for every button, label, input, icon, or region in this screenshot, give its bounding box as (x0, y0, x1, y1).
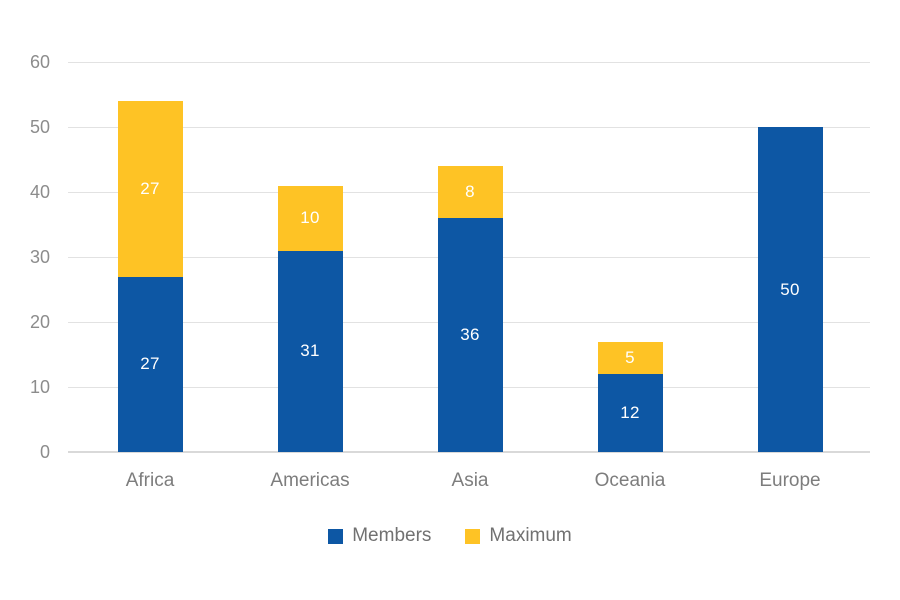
bar-segment-members-oceania[interactable]: 12 (597, 374, 663, 452)
bar-segment-maximum-africa[interactable]: 27 (117, 101, 183, 277)
gridline-50 (68, 126, 870, 128)
x-axis-line (68, 451, 870, 453)
x-category-label-africa: Africa (125, 470, 175, 491)
y-tick-label-20: 20 (29, 312, 50, 332)
bar-segment-members-europe[interactable]: 50 (757, 127, 823, 452)
bar-segment-maximum-asia[interactable]: 8 (437, 166, 503, 218)
bar-segment-maximum-oceania[interactable]: 5 (597, 341, 663, 374)
x-category-label-oceania: Oceania (594, 470, 666, 491)
bar-value-label: 27 (140, 354, 160, 374)
bar-value-label: 12 (620, 403, 640, 422)
bar-value-label: 5 (625, 347, 635, 367)
bar-segment-members-asia[interactable]: 36 (437, 218, 503, 452)
legend-label-members: Members (352, 525, 432, 546)
legend-label-maximum: Maximum (489, 525, 572, 546)
y-tick-label-50: 50 (29, 117, 50, 137)
x-category-label-europe: Europe (759, 470, 821, 491)
bar-value-label: 50 (780, 279, 800, 299)
y-tick-label-10: 10 (29, 377, 50, 397)
bar-value-label: 31 (300, 341, 320, 361)
x-category-label-asia: Asia (451, 470, 489, 491)
legend-swatch-maximum (465, 528, 481, 544)
y-tick-label-40: 40 (29, 182, 50, 202)
bar-segment-members-africa[interactable]: 27 (117, 276, 183, 452)
legend-item-members[interactable]: Members (328, 525, 431, 547)
bar-segment-maximum-americas[interactable]: 10 (277, 185, 343, 251)
bar-value-label: 8 (465, 182, 475, 201)
y-tick-label-0: 0 (39, 442, 50, 462)
bar-value-label: 27 (140, 178, 160, 198)
legend-swatch-members (328, 528, 344, 544)
x-category-label-americas: Americas (270, 470, 350, 491)
y-tick-label-60: 60 (29, 52, 50, 72)
legend: Members Maximum (0, 521, 900, 551)
legend-item-maximum[interactable]: Maximum (465, 525, 572, 547)
y-tick-label-30: 30 (29, 247, 50, 267)
bar-value-label: 10 (300, 208, 320, 227)
bar-segment-members-americas[interactable]: 31 (277, 250, 343, 452)
bar-value-label: 36 (460, 325, 480, 344)
gridline-60 (68, 61, 870, 63)
